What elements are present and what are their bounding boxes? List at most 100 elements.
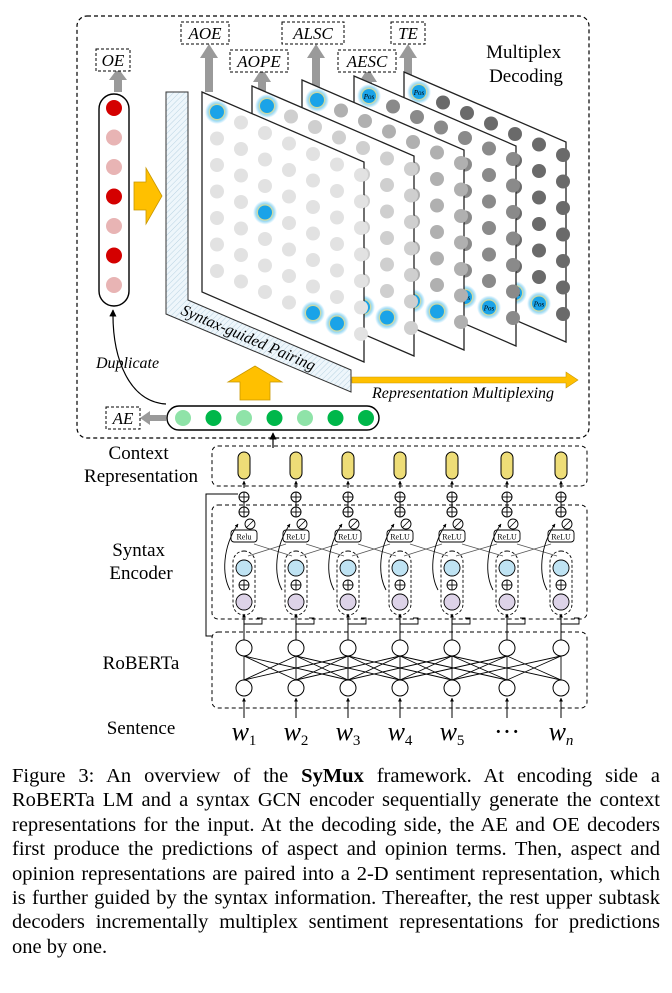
grid-node [282, 269, 296, 283]
encoder-column: ReLU [276, 451, 315, 718]
grid-node [556, 254, 570, 268]
aesc-label: AESC [346, 52, 388, 71]
grid-node [354, 247, 368, 262]
representation-multiplexing-arrow: Representation Multiplexing [351, 371, 579, 402]
gcn-node [498, 559, 516, 577]
grid-node [210, 211, 224, 225]
sentence-label: Sentence [107, 718, 176, 739]
task-labels: OE AOE AOPE ALSC AESC TE [95, 21, 426, 73]
grid-node [210, 184, 224, 199]
ae-decoder [166, 405, 380, 431]
grid-node [258, 258, 272, 273]
grid-node [532, 190, 546, 205]
grid-node [358, 114, 372, 128]
relu-label: ReLU [286, 533, 306, 542]
oe-node [106, 129, 122, 146]
ae-output-arrow [140, 411, 166, 425]
gcn-node [235, 559, 253, 577]
roberta-node [498, 679, 516, 697]
svg-text:Syntax Encoder: Syntax Encoder [109, 540, 173, 584]
roberta-node [287, 639, 305, 657]
oe-node [106, 277, 122, 293]
pos-label: Pos [363, 93, 375, 101]
sentence-word: w5 [440, 717, 465, 749]
roberta-node [498, 639, 516, 657]
caption-bold: SyMux [301, 765, 364, 787]
grid-node [430, 251, 444, 266]
grid-node [454, 262, 468, 276]
gcn-node [552, 593, 570, 611]
gcn-node [339, 593, 357, 611]
gcn-node [443, 593, 461, 611]
grid-node [380, 284, 394, 298]
grid-node [354, 168, 368, 182]
grid-node [380, 178, 394, 192]
grid-node [330, 290, 344, 304]
aoe-plane [201, 91, 368, 363]
grid-node [234, 142, 248, 156]
grid-node [284, 109, 298, 124]
grid-node [330, 237, 344, 251]
grid-node [282, 242, 296, 257]
ae-node [266, 410, 283, 426]
grid-node [460, 106, 474, 120]
residual-bypass [205, 493, 238, 637]
oe-node [106, 159, 122, 175]
roberta-connections [243, 655, 562, 681]
roberta-node [287, 679, 305, 697]
grid-node [306, 279, 320, 294]
context-node [393, 451, 407, 480]
grid-node [508, 127, 522, 141]
encoder-columns: Relu ReLU ReLU ReLU ReLU ReLU ReLU [205, 451, 580, 718]
grid-node [306, 253, 320, 267]
highlight-node [482, 300, 496, 315]
roberta-node [443, 679, 461, 697]
sentence-words: w1 w2 w3 w4 w5 ··· wn [232, 717, 574, 749]
section-labels: Context Representation Syntax Encoder Ro… [84, 443, 198, 739]
gcn-node [287, 593, 305, 611]
sentence-word: ··· [494, 717, 520, 746]
grid-node [330, 157, 344, 172]
encoder-column: ReLU [541, 451, 580, 718]
grid-node [404, 241, 418, 256]
grid-node [210, 237, 224, 252]
grid-node [354, 221, 368, 235]
grid-node [330, 263, 344, 278]
grid-node [380, 231, 394, 245]
context-representation-label: Context [109, 443, 170, 464]
grid-node [482, 141, 496, 156]
grid-node [532, 243, 546, 258]
gcn-node [552, 559, 570, 577]
grid-node [532, 217, 546, 231]
grid-node [282, 189, 296, 204]
highlight-node [412, 85, 426, 99]
grid-node [532, 164, 546, 178]
highlight-node [260, 99, 274, 113]
gcn-node [287, 559, 305, 577]
grid-node [506, 205, 520, 219]
grid-node [258, 152, 272, 167]
grid-node [354, 300, 368, 315]
grid-node [506, 152, 520, 166]
grid-node [404, 162, 418, 176]
grid-node [454, 315, 468, 329]
context-node [445, 451, 459, 480]
syntax-encoder-label: Syntax [112, 540, 165, 561]
roberta-node [339, 639, 357, 657]
grid-node [556, 201, 570, 215]
sentence-word: w2 [284, 717, 309, 749]
relu-label: Relu [236, 533, 251, 542]
svg-text:Context Representation: Context Representation [84, 443, 198, 487]
highlight-node [330, 316, 344, 331]
grid-node [306, 200, 320, 214]
oe-node [106, 247, 122, 264]
gcn-node [443, 559, 461, 577]
grid-node [282, 163, 296, 177]
representation-multiplexing-label: Representation Multiplexing [371, 385, 554, 402]
highlight-node [380, 310, 394, 325]
grid-node [506, 284, 520, 299]
grid-node [330, 184, 344, 198]
oe-node [106, 100, 122, 116]
highlight-node [306, 306, 320, 320]
grid-node [454, 235, 468, 250]
